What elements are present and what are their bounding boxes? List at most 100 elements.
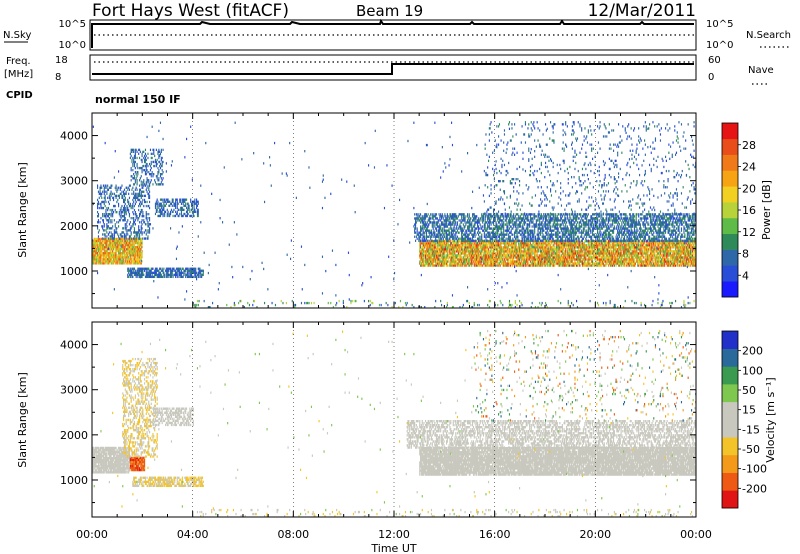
data-cell: [545, 246, 547, 249]
data-cell: [136, 150, 138, 154]
data-cell: [175, 269, 177, 272]
data-cell: [495, 244, 497, 247]
beam-label: Beam 19: [356, 2, 423, 20]
data-cell: [433, 258, 435, 261]
data-cell: [129, 262, 131, 265]
data-cell: [110, 231, 112, 234]
data-cell: [150, 166, 152, 170]
data-cell: [161, 169, 163, 172]
data-cell: [491, 252, 493, 255]
data-cell: [474, 258, 476, 261]
data-cell: [155, 183, 157, 186]
data-cell: [197, 208, 199, 212]
data-cell: [122, 227, 124, 230]
data-cell: [550, 242, 553, 245]
data-cell: [141, 239, 143, 243]
data-cell: [174, 269, 176, 272]
data-cell: [508, 242, 511, 245]
data-cell: [422, 250, 424, 253]
data-cell: [198, 271, 200, 275]
data-cell: [492, 242, 494, 245]
data-cell: [565, 252, 567, 255]
data-cell: [426, 264, 428, 267]
data-cell: [92, 241, 94, 245]
data-cell: [533, 242, 535, 245]
data-cell: [467, 250, 469, 253]
data-cell: [140, 192, 142, 196]
data-cell: [162, 171, 164, 174]
data-cell: [102, 252, 104, 255]
data-cell: [115, 250, 117, 253]
data-cell: [132, 245, 134, 249]
data-cell: [143, 204, 145, 208]
data-cell: [132, 241, 134, 245]
data-cell: [137, 269, 139, 272]
data-cell: [135, 262, 137, 265]
data-cell: [111, 227, 113, 230]
data-cell: [148, 196, 150, 200]
data-cell: [549, 242, 551, 245]
data-cell: [505, 250, 507, 253]
data-cell: [113, 196, 115, 200]
data-cell: [449, 262, 451, 265]
data-cell: [111, 219, 113, 222]
data-cell: [107, 258, 110, 261]
data-cell: [99, 250, 101, 253]
data-cell: [427, 254, 429, 257]
data-cell: [111, 233, 113, 236]
data-cell: [123, 200, 125, 204]
data-cell: [138, 250, 140, 253]
data-cell: [125, 233, 127, 236]
data-cell: [159, 210, 162, 214]
data-cell: [124, 227, 126, 230]
data-cell: [454, 244, 456, 247]
freq-unit-label: [MHz]: [4, 69, 33, 80]
data-cell: [159, 275, 162, 279]
data-cell: [493, 258, 495, 261]
data-cell: [462, 250, 464, 253]
data-cell: [133, 269, 135, 272]
data-cell: [478, 250, 480, 253]
data-cell: [139, 177, 141, 180]
data-cell: [102, 239, 104, 243]
data-cell: [132, 275, 134, 279]
data-cell: [119, 252, 121, 255]
data-cell: [484, 258, 486, 261]
data-cell: [442, 256, 444, 259]
data-cell: [187, 275, 189, 279]
data-cell: [121, 235, 123, 238]
data-cell: [110, 256, 112, 259]
data-cell: [122, 215, 124, 218]
data-cell: [465, 244, 467, 247]
data-cell: [513, 256, 515, 259]
data-cell: [602, 242, 604, 245]
data-cell: [514, 260, 516, 263]
data-cell: [96, 252, 98, 255]
data-cell: [467, 260, 469, 263]
data-cell: [92, 260, 94, 263]
data-cell: [457, 254, 459, 257]
data-cell: [482, 242, 484, 245]
data-cell: [138, 192, 140, 196]
data-cell: [423, 262, 425, 265]
data-cell: [472, 258, 474, 261]
data-cell: [118, 254, 120, 257]
data-cell: [98, 248, 100, 251]
data-cell: [159, 164, 161, 168]
data-cell: [419, 256, 421, 259]
data-cell: [188, 275, 190, 279]
data-cell: [126, 256, 128, 259]
data-cell: [438, 264, 440, 267]
data-cell: [135, 231, 137, 234]
data-cell: [498, 252, 501, 255]
data-cell: [174, 214, 176, 218]
data-cell: [465, 264, 467, 267]
data-cell: [134, 219, 136, 222]
data-cell: [638, 244, 640, 247]
data-cell: [132, 217, 134, 220]
data-cell: [186, 271, 188, 275]
data-cell: [183, 269, 185, 272]
data-cell: [127, 241, 129, 245]
data-cell: [510, 256, 512, 259]
data-cell: [197, 214, 199, 218]
